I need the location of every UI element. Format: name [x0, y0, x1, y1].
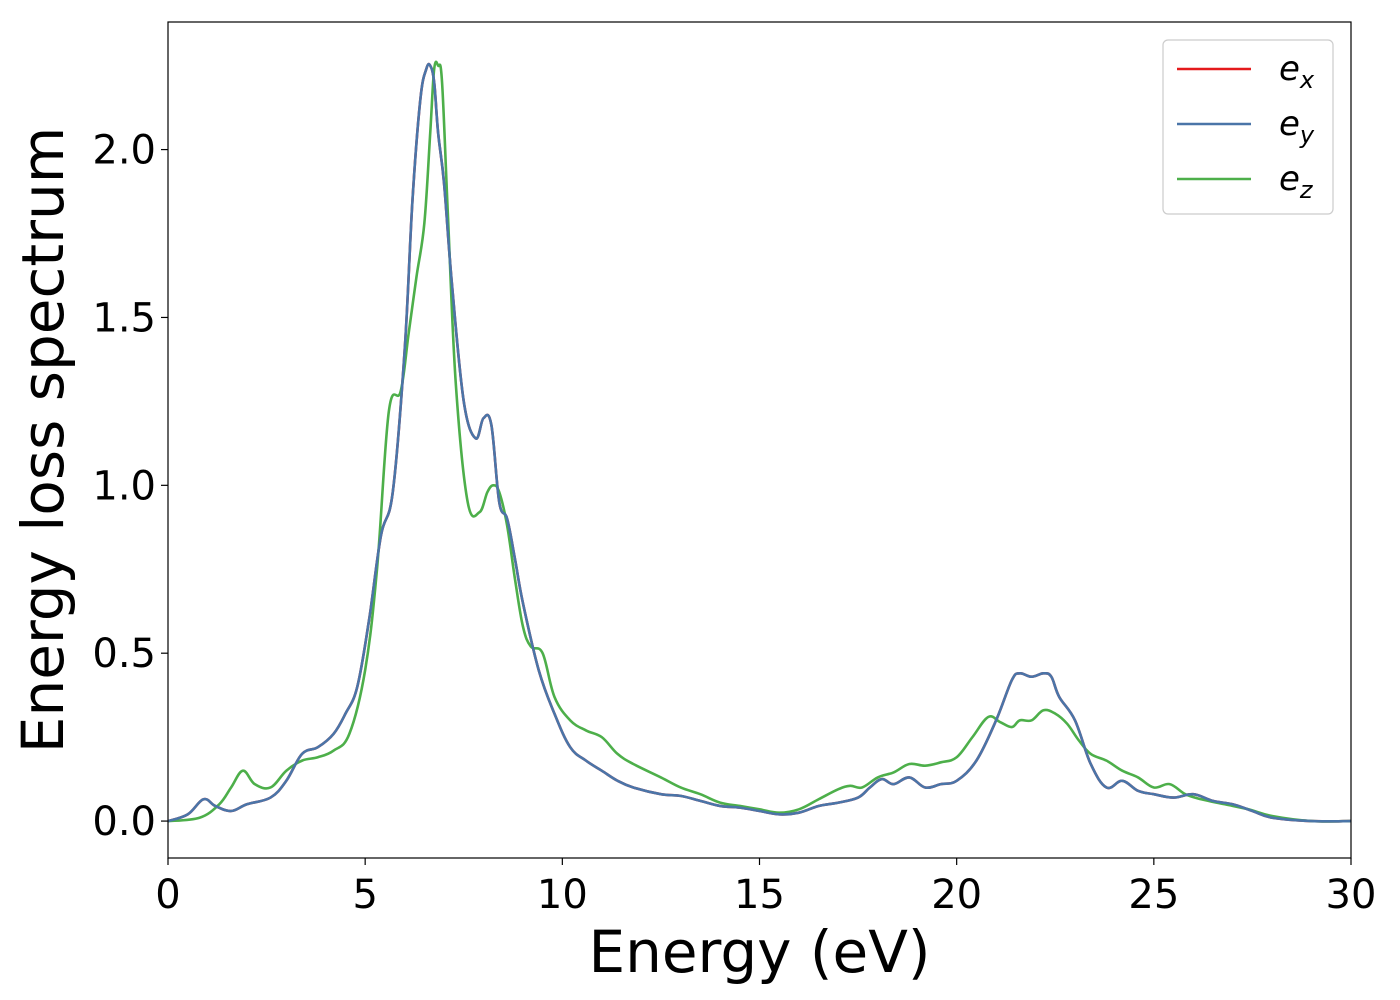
- series-line-e-z: [168, 60, 1351, 823]
- legend: ex ey ez: [1162, 39, 1334, 215]
- legend-box: [1162, 39, 1334, 215]
- y-tick-label: 0.5: [92, 631, 156, 677]
- x-tick-label: 5: [352, 872, 377, 918]
- legend-label-e-z: ez: [1279, 159, 1314, 204]
- x-axis-label: Energy (eV): [588, 918, 930, 986]
- series-lines: [168, 60, 1351, 823]
- x-tick-label: 15: [734, 872, 785, 918]
- legend-label-e-x: ex: [1279, 49, 1315, 94]
- plot-area: [168, 60, 1351, 823]
- y-tick-label: 2.0: [92, 128, 156, 174]
- y-tick-label: 0.0: [92, 799, 156, 845]
- y-tick-label: 1.0: [92, 463, 156, 509]
- x-tick-label: 30: [1326, 872, 1377, 918]
- legend-label-e-y: ey: [1279, 104, 1315, 149]
- x-tick-label: 10: [537, 872, 588, 918]
- y-axis-label: Energy loss spectrum: [9, 127, 77, 753]
- y-tick-label: 1.5: [92, 295, 156, 341]
- plot-frame: [167, 21, 1352, 859]
- series-line-e-y: [168, 62, 1351, 823]
- x-tick-label: 25: [1128, 872, 1179, 918]
- x-tick-label: 20: [931, 872, 982, 918]
- axis-ticks: 0 5 10 15 20 25 30 0.0 0.5 1.0 1.5 2.0: [92, 128, 1376, 918]
- x-tick-label: 0: [155, 872, 180, 918]
